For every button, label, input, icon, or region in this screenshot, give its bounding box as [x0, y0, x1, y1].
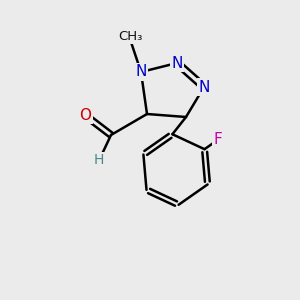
Text: N: N	[135, 64, 147, 80]
Text: CH₃: CH₃	[118, 29, 143, 43]
Text: O: O	[80, 108, 92, 123]
Text: N: N	[171, 56, 183, 70]
Text: H: H	[94, 154, 104, 167]
Text: F: F	[214, 132, 222, 147]
Text: N: N	[198, 80, 210, 94]
